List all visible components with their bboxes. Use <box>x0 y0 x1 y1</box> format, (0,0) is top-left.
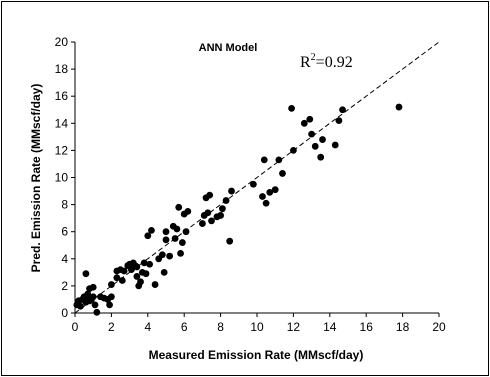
data-point <box>106 301 113 309</box>
data-point <box>290 147 297 154</box>
data-point <box>84 290 92 298</box>
x-tick-label: 0 <box>72 320 79 334</box>
data-point <box>259 193 266 200</box>
data-point <box>137 278 144 286</box>
data-point <box>219 205 226 213</box>
data-point <box>173 225 181 233</box>
r-squared-superscript: 2 <box>311 52 316 63</box>
r-squared-base: R <box>300 54 311 71</box>
data-point <box>308 130 315 138</box>
data-point <box>184 207 192 215</box>
data-point <box>182 228 190 236</box>
data-point <box>331 141 339 149</box>
data-point <box>162 236 170 244</box>
y-tick-label: 20 <box>55 35 69 49</box>
y-tick-label: 18 <box>55 62 69 76</box>
data-point <box>166 252 174 260</box>
data-point <box>151 281 159 288</box>
data-point <box>199 220 206 227</box>
data-point <box>93 308 101 316</box>
data-point <box>279 170 286 177</box>
plot-area: 0 2 4 6 8 10 12 14 16 18 20 0 2 4 6 8 10 12 14 16 18 20 <box>55 35 446 334</box>
data-point <box>249 180 257 188</box>
x-tick-label: 10 <box>250 320 264 334</box>
data-point <box>266 189 274 196</box>
data-point <box>120 267 128 275</box>
data-point <box>288 104 295 112</box>
data-point <box>113 274 121 282</box>
data-point <box>217 212 225 219</box>
x-tick-label: 4 <box>144 320 151 334</box>
data-point <box>142 270 150 278</box>
data-point <box>91 301 99 309</box>
data-point <box>89 283 97 291</box>
data-point <box>175 203 183 211</box>
data-point <box>148 226 155 234</box>
y-tick-label: 10 <box>55 171 69 185</box>
data-point <box>395 103 403 111</box>
data-point <box>208 217 215 225</box>
data-point <box>146 260 154 268</box>
data-point <box>226 237 234 245</box>
x-tick-label: 12 <box>287 320 301 334</box>
x-tick-label: 6 <box>181 320 188 334</box>
data-point <box>178 239 186 246</box>
data-point <box>158 251 166 259</box>
y-tick-label: 2 <box>61 279 68 293</box>
data-point <box>339 106 346 114</box>
chart-title: ANN Model <box>199 42 258 54</box>
data-point <box>177 249 184 257</box>
x-tick-label: 18 <box>396 320 410 334</box>
data-point <box>271 186 279 194</box>
data-point <box>319 136 326 143</box>
data-point <box>222 197 230 204</box>
x-tick-label: 20 <box>432 320 446 334</box>
data-point <box>108 293 115 301</box>
data-point <box>335 117 343 124</box>
data-point <box>77 302 84 310</box>
data-point <box>262 199 270 207</box>
x-tick-label: 8 <box>217 320 224 334</box>
data-point <box>171 235 179 242</box>
data-point <box>162 228 170 236</box>
data-point <box>133 273 141 280</box>
data-point <box>160 268 168 276</box>
data-point <box>140 259 148 267</box>
y-tick-label: 16 <box>55 89 69 103</box>
data-point <box>306 115 314 123</box>
x-tick-label: 16 <box>360 320 374 334</box>
data-point <box>275 156 283 164</box>
data-point <box>144 232 152 240</box>
y-tick-label: 14 <box>55 116 69 130</box>
data-point <box>300 119 308 127</box>
x-tick-label: 2 <box>108 320 115 334</box>
data-point <box>317 153 325 161</box>
data-point <box>108 281 115 288</box>
x-tick-label: 14 <box>323 320 337 334</box>
data-point <box>206 191 214 199</box>
r-squared-value: =0.92 <box>316 54 353 71</box>
data-point <box>133 263 141 271</box>
data-point <box>89 293 97 301</box>
data-point <box>118 277 126 284</box>
y-tick-label: 4 <box>61 252 68 266</box>
data-point <box>228 187 235 195</box>
r-squared-annotation: R2=0.92 <box>300 52 353 71</box>
x-axis-title: Measured Emission Rate (MMscf/day) <box>149 348 364 362</box>
y-tick-label: 6 <box>61 225 68 239</box>
data-point <box>82 270 90 278</box>
y-tick-label: 0 <box>61 306 68 320</box>
data-point <box>311 142 319 150</box>
data-point <box>204 209 212 217</box>
data-point <box>260 156 268 164</box>
y-tick-label: 12 <box>55 143 69 157</box>
y-axis-title: Pred. Emission Rate (MMscf/day) <box>29 84 43 273</box>
y-tick-label: 8 <box>61 198 68 212</box>
